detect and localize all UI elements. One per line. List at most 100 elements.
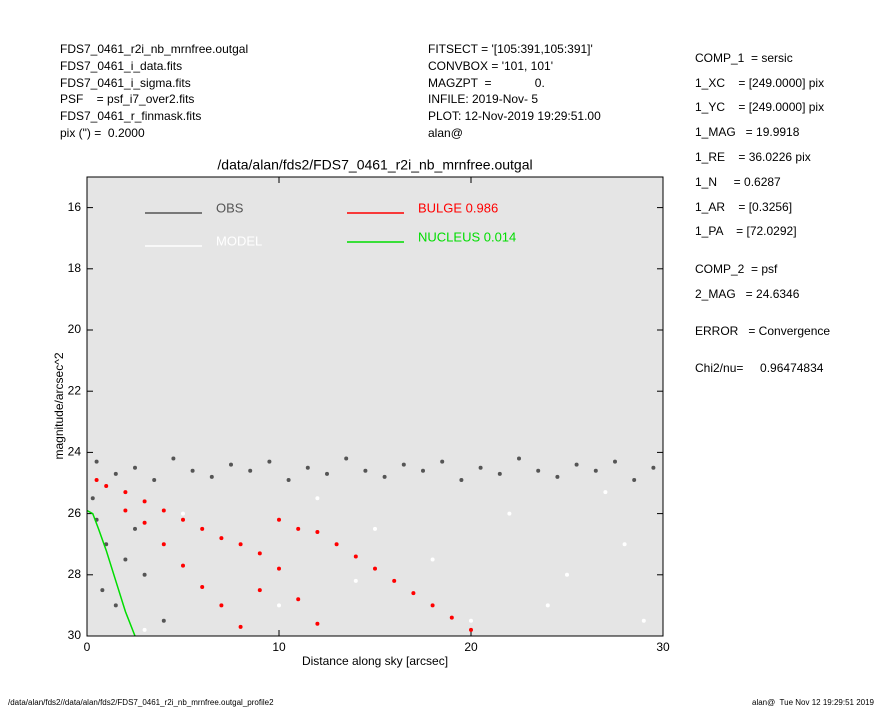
- header-middle-line: alan@: [428, 126, 463, 140]
- data-point: [181, 517, 185, 522]
- data-point: [94, 477, 99, 482]
- y-tick-label: 22: [68, 383, 82, 397]
- data-point: [181, 511, 185, 516]
- fit-parameter: Chi2/nu= 0.96474834: [695, 361, 824, 375]
- y-tick-label: 20: [68, 322, 82, 336]
- data-point: [296, 597, 301, 602]
- data-point: [651, 465, 656, 470]
- header-left-line: FDS7_0461_i_sigma.fits: [60, 75, 191, 90]
- legend-label: MODEL: [216, 233, 262, 248]
- data-point: [171, 456, 176, 461]
- plot-area: [87, 177, 663, 636]
- data-point: [161, 542, 166, 547]
- data-point: [334, 542, 339, 547]
- header-middle-line: PLOT: 12-Nov-2019 19:29:51.00: [428, 109, 601, 124]
- fit-parameter: 1_N = 0.6287: [695, 175, 781, 189]
- header-left-line: FDS7_0461_r2i_nb_mrnfree.outgal: [60, 42, 249, 56]
- data-point: [315, 496, 320, 501]
- footer-left: /data/alan/fds2//data/alan/fds2/FDS7_046…: [8, 698, 274, 707]
- data-point: [430, 603, 435, 608]
- data-point: [123, 557, 128, 562]
- data-point: [641, 618, 646, 623]
- y-axis-label: magnitude/arcsec^2: [52, 352, 66, 459]
- data-point: [344, 456, 349, 461]
- data-point: [296, 526, 301, 531]
- fit-parameter: 1_XC = [249.0000] pix: [695, 76, 825, 90]
- legend-label: OBS: [216, 200, 244, 215]
- data-point: [229, 462, 233, 467]
- x-tick-label: 20: [464, 640, 478, 654]
- header-middle-line: MAGZPT = 0.: [428, 75, 545, 90]
- data-point: [123, 508, 128, 513]
- data-point: [277, 566, 281, 571]
- plot-frame: [86, 176, 664, 637]
- data-point: [219, 536, 224, 541]
- data-point: [286, 477, 291, 482]
- data-point: [113, 603, 118, 608]
- y-tick-label: 30: [68, 628, 82, 642]
- header-left-line: FDS7_0461_i_data.fits: [60, 58, 183, 73]
- data-point: [257, 588, 262, 593]
- fit-parameter: 2_MAG = 24.6346: [695, 287, 800, 301]
- data-point: [315, 621, 320, 626]
- data-point: [104, 484, 109, 489]
- data-point: [133, 465, 137, 470]
- data-point: [209, 474, 214, 479]
- y-tick-label: 28: [68, 567, 82, 581]
- data-point: [161, 508, 166, 513]
- data-point: [238, 542, 243, 547]
- fit-parameter: 1_AR = [0.3256]: [695, 200, 793, 214]
- data-point: [142, 499, 147, 504]
- data-point: [632, 477, 637, 482]
- data-point: [622, 542, 627, 547]
- data-point: [555, 474, 560, 479]
- y-tick-label: 16: [68, 200, 82, 214]
- data-point: [277, 603, 281, 608]
- x-tick-label: 30: [656, 640, 670, 654]
- header-left-line: pix (") = 0.2000: [60, 126, 145, 140]
- data-point: [574, 462, 579, 467]
- data-point: [392, 578, 397, 583]
- y-tick-label: 26: [68, 506, 82, 520]
- footer-right: alan@ Tue Nov 12 19:29:51 2019: [752, 698, 874, 707]
- data-point: [373, 526, 377, 531]
- data-point: [536, 468, 541, 473]
- data-point: [430, 557, 435, 562]
- chart-title: /data/alan/fds2/FDS7_0461_r2i_nb_mrnfree…: [217, 157, 532, 173]
- data-point: [478, 465, 483, 470]
- data-point: [459, 477, 464, 482]
- data-point: [190, 468, 195, 473]
- data-point: [353, 578, 358, 583]
- data-point: [248, 468, 253, 473]
- data-point: [142, 572, 147, 577]
- data-point: [277, 517, 281, 522]
- series-line: [87, 509, 136, 636]
- data-point: [363, 468, 368, 473]
- fit-parameter: 1_MAG = 19.9918: [695, 125, 800, 139]
- data-point: [181, 563, 185, 568]
- data-point: [100, 588, 105, 593]
- data-point: [267, 459, 272, 464]
- data-point: [373, 566, 377, 571]
- data-point: [238, 624, 243, 629]
- data-point: [315, 529, 320, 534]
- fit-parameter: 1_RE = 36.0226 pix: [695, 150, 811, 164]
- data-point: [90, 496, 95, 501]
- data-point: [469, 618, 473, 623]
- y-tick-label: 24: [68, 445, 82, 459]
- x-tick-label: 10: [272, 640, 286, 654]
- fit-parameter: 1_YC = [249.0000] pix: [695, 100, 825, 114]
- data-point: [353, 554, 358, 559]
- data-point: [219, 603, 224, 608]
- data-point: [440, 459, 445, 464]
- data-point: [497, 471, 502, 476]
- fit-parameter: COMP_2 = psf: [695, 262, 778, 276]
- data-point: [593, 468, 598, 473]
- header-left-line: FDS7_0461_r_finmask.fits: [60, 109, 202, 124]
- data-point: [613, 459, 617, 464]
- data-point: [507, 511, 512, 516]
- data-point: [305, 465, 310, 470]
- data-point: [161, 618, 166, 623]
